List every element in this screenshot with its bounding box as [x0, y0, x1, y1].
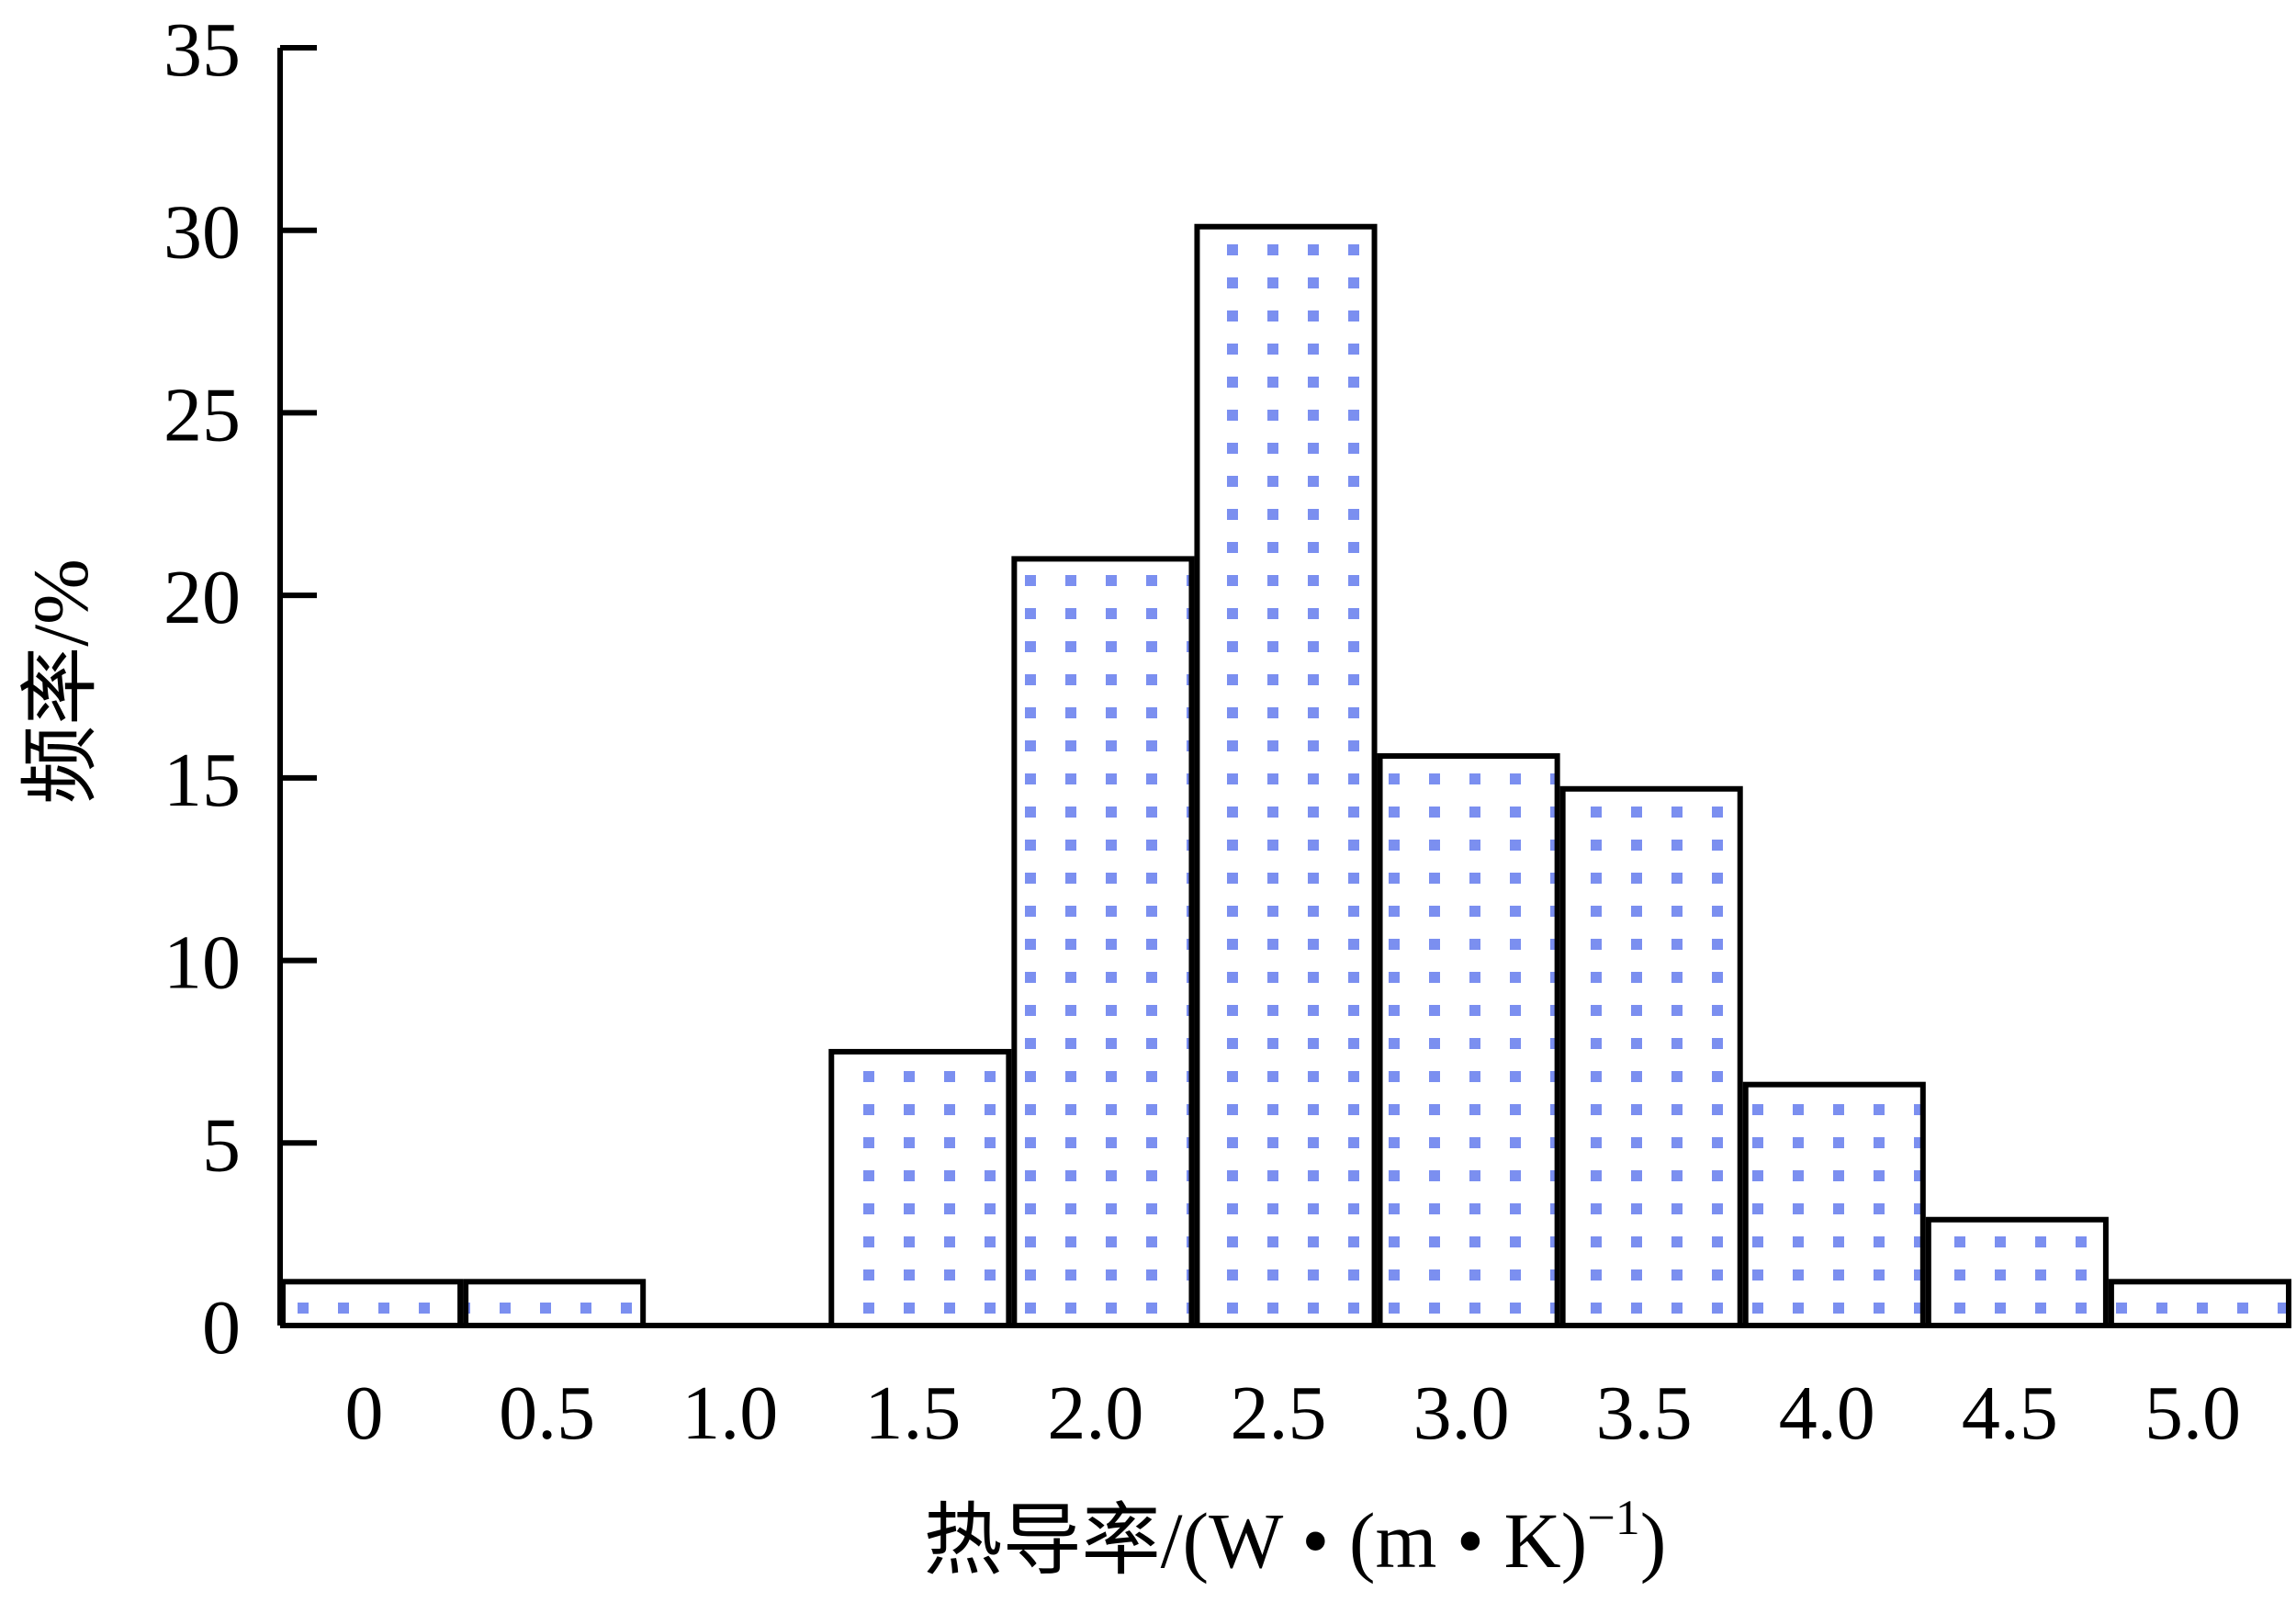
- x-axis-title: 热导率/(W • (m • K)−1): [924, 1490, 1667, 1585]
- y-tick-label: 15: [163, 738, 241, 823]
- x-axis-title-suffix: ): [1640, 1496, 1667, 1585]
- y-tick-label: 25: [163, 372, 241, 457]
- histogram-bar: [463, 1279, 647, 1329]
- x-tick-label: 2.5: [1231, 1371, 1327, 1456]
- y-tick-label: 0: [202, 1285, 241, 1371]
- y-tick-label: 20: [163, 555, 241, 640]
- x-axis-title-superscript: −1: [1587, 1490, 1639, 1545]
- x-tick-label: 3.5: [1596, 1371, 1693, 1456]
- x-tick-labels-group: 0 0.5 1.0 1.5 2.0 2.5 3.0 3.5 4.0 4.5 5.0: [345, 1371, 2241, 1456]
- histogram-bar: [1925, 1216, 2109, 1329]
- x-tick-label: 2.0: [1047, 1371, 1143, 1456]
- x-tick-label: 3.0: [1413, 1371, 1510, 1456]
- y-tick-label: 5: [202, 1102, 241, 1188]
- x-tick-label: 4.0: [1779, 1371, 1875, 1456]
- histogram-bar: [1559, 785, 1743, 1328]
- y-ticks-group: 0 5 10 15 20 25 30 35: [163, 7, 317, 1371]
- x-tick-label: 0.5: [499, 1371, 595, 1456]
- x-tick-label: 5.0: [2144, 1371, 2241, 1456]
- y-tick-label: 10: [163, 920, 241, 1006]
- histogram-bar: [1742, 1081, 1926, 1328]
- histogram-bar: [1194, 223, 1378, 1329]
- x-tick-label: 1.5: [864, 1371, 961, 1456]
- histogram-bar: [280, 1279, 464, 1329]
- histogram-bar: [1377, 753, 1560, 1328]
- y-tick-label: 30: [163, 190, 241, 276]
- x-tick-label: 4.5: [1962, 1371, 2058, 1456]
- histogram-bar: [828, 1048, 1012, 1329]
- histogram-bar: [2108, 1279, 2292, 1329]
- axes-group: [277, 48, 2291, 1328]
- y-tick-label: 35: [163, 7, 241, 93]
- y-axis-title: 频率/%: [17, 558, 105, 805]
- histogram-bar: [1011, 556, 1195, 1328]
- x-tick-label: 0: [345, 1371, 384, 1456]
- bars-group: [280, 223, 2292, 1329]
- x-tick-label: 1.0: [681, 1371, 778, 1456]
